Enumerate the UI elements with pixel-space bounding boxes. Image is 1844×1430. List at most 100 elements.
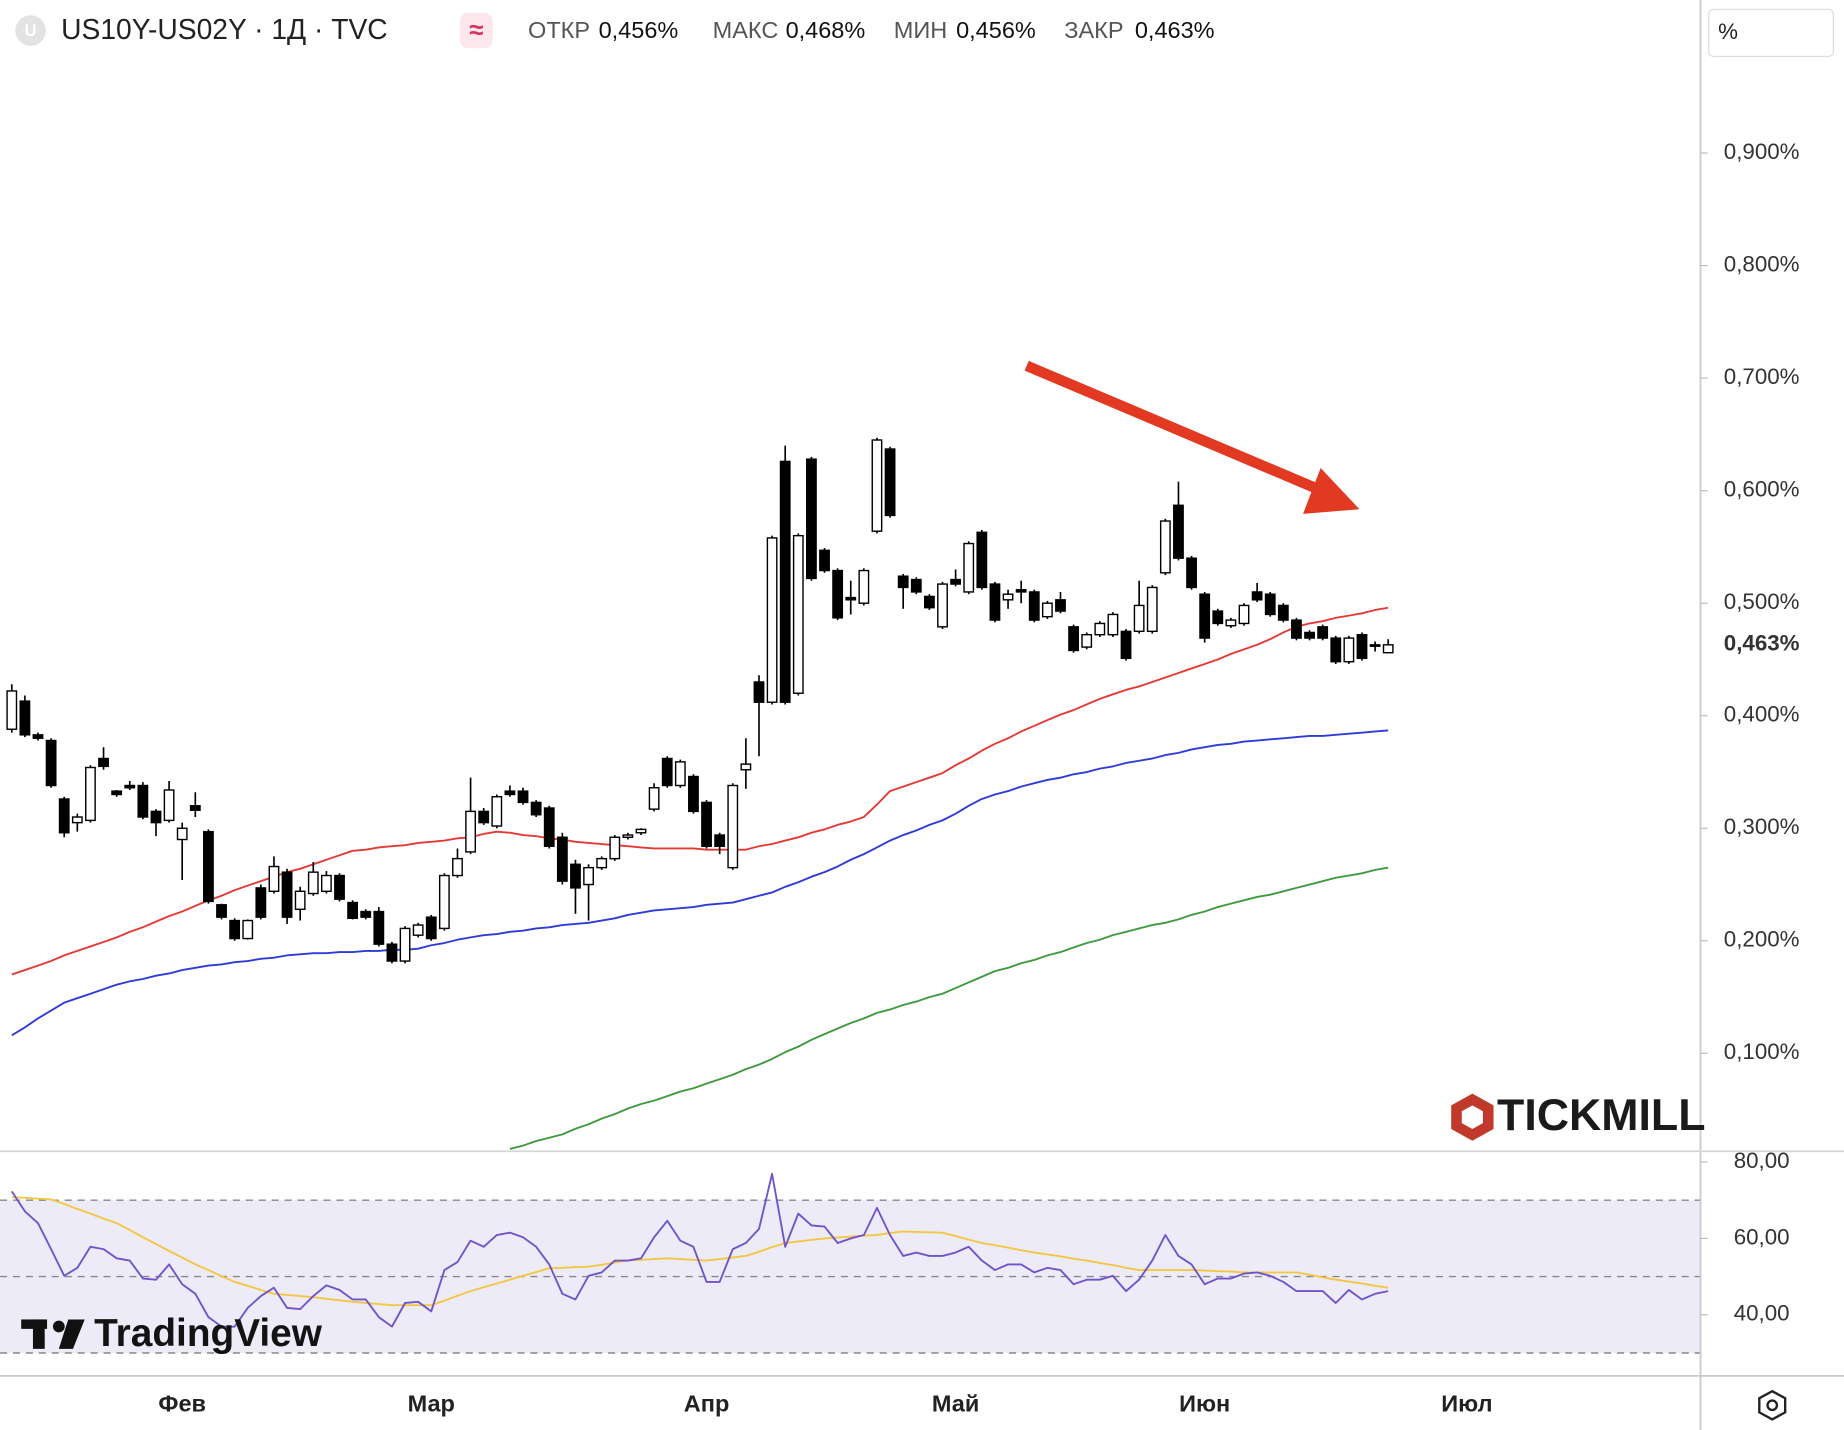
candle-body <box>923 595 935 609</box>
candle-body <box>98 757 109 768</box>
candle-body <box>1356 633 1368 660</box>
candle-body <box>1238 604 1250 625</box>
candle-body <box>1107 613 1119 636</box>
candle-body <box>478 810 490 824</box>
legend-header: U US10Y-US02Y · 1Д · TVC ≈ ОТКР 0,456% М… <box>15 12 1215 49</box>
candle-body <box>163 789 175 822</box>
candle-body <box>858 569 870 604</box>
ohlc-value: 0,463% <box>1135 17 1215 43</box>
scale-button-frame[interactable] <box>1708 8 1834 58</box>
candle-body <box>753 681 765 703</box>
y-tick-label: 0,600% <box>1724 477 1800 502</box>
tradingview-text: TradingView <box>94 1312 323 1355</box>
moving-average <box>509 866 1389 1150</box>
candle-body <box>1002 593 1014 601</box>
candle-body <box>806 458 817 580</box>
y-tick-label: 0,500% <box>1724 589 1800 614</box>
candle-body <box>386 943 398 962</box>
candle-body <box>1081 633 1093 648</box>
ohlc-value: 0,456% <box>599 17 679 43</box>
candle-body <box>622 834 634 838</box>
candle-body <box>216 904 227 918</box>
x-tick-label: Фев <box>158 1391 206 1417</box>
rsi-line <box>11 1196 1389 1307</box>
tv-logo-part <box>52 1320 65 1333</box>
settings-icon-center[interactable] <box>1766 1399 1779 1412</box>
candle-body <box>950 578 962 585</box>
candle-body <box>242 919 254 940</box>
candle-body <box>1068 626 1080 652</box>
candle-body <box>229 919 241 940</box>
scale-button[interactable]: % <box>1708 8 1834 58</box>
candle-body <box>609 836 621 860</box>
candle-body <box>452 857 463 877</box>
candle-body <box>543 807 555 847</box>
candle-body <box>884 448 896 517</box>
candle-body <box>71 816 83 824</box>
scale-button-label[interactable]: % <box>1718 19 1738 44</box>
tradingview-watermark: TradingView <box>21 1312 323 1355</box>
candle-body <box>792 534 804 694</box>
candle-body <box>1264 593 1276 616</box>
tickmill-watermark: TICKMILL <box>1451 1091 1705 1141</box>
ohlc-label: ОТКР <box>528 17 590 43</box>
x-tick-label: Май <box>932 1391 979 1417</box>
x-tick-label: Июл <box>1441 1391 1492 1417</box>
candle-body <box>1028 591 1040 621</box>
candle-body <box>556 836 568 882</box>
ohlc-value: 0,468% <box>786 17 866 43</box>
candle-body <box>596 857 608 869</box>
candle-body <box>1094 622 1106 636</box>
candle-body <box>779 460 791 703</box>
tv-logo-part <box>58 1319 85 1349</box>
candle-body <box>1343 637 1355 663</box>
candle-body <box>1225 619 1237 627</box>
settings-button[interactable] <box>1758 1389 1787 1421</box>
candle-body <box>1159 520 1171 574</box>
candle-body <box>1015 588 1027 593</box>
tickmill-logo-inner <box>1461 1105 1483 1129</box>
settings-icon[interactable] <box>1758 1389 1787 1421</box>
y-tick-label: 0,900% <box>1724 139 1800 164</box>
candle-body <box>1186 557 1197 589</box>
y-tick-label: 0,200% <box>1724 927 1800 952</box>
candle-body <box>1146 586 1158 633</box>
candle-body <box>766 537 778 703</box>
candle-body <box>32 734 44 739</box>
candle-body <box>963 542 975 593</box>
candle-body <box>1199 593 1211 639</box>
candle-body <box>1212 610 1224 625</box>
y-tick-label: 0,400% <box>1724 702 1800 727</box>
tv-logo-part <box>32 1319 45 1349</box>
y-tick-label: 0,300% <box>1724 814 1800 839</box>
trend-arrow <box>1024 360 1360 514</box>
candle-body <box>832 569 844 619</box>
arrow-shaft <box>1024 360 1329 498</box>
candle-body <box>897 575 909 589</box>
candle-body <box>937 583 948 628</box>
candle-body <box>845 596 857 601</box>
candle-body <box>347 901 359 919</box>
candle-body <box>688 775 699 813</box>
moving-average <box>11 606 1389 976</box>
candle-body <box>819 549 830 572</box>
x-tick-label: Апр <box>684 1391 730 1417</box>
candle-body <box>360 910 372 918</box>
candle-body <box>438 874 450 930</box>
candle-body <box>871 439 883 532</box>
indicator-icon: ≈ <box>469 17 483 45</box>
candle-body <box>6 690 18 730</box>
candle-body <box>58 798 70 834</box>
rsi-line <box>10 1172 1389 1328</box>
candle-body <box>465 810 477 853</box>
candle-body <box>635 828 647 834</box>
candle-body <box>1055 599 1066 612</box>
moving-average <box>11 729 1389 1037</box>
candle-body <box>1120 630 1132 660</box>
candle-body <box>150 810 162 824</box>
candle-body <box>491 796 503 827</box>
ohlc-label: ЗАКР <box>1064 17 1123 43</box>
candle-body <box>989 583 1001 621</box>
candle-body <box>727 784 739 869</box>
